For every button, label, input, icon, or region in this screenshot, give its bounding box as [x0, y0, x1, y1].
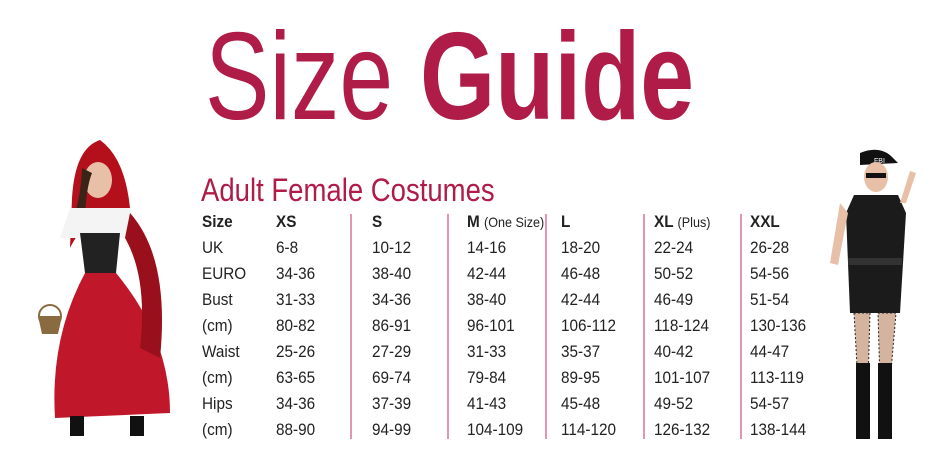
column-divider [350, 214, 352, 439]
table-cell: 104-109 [467, 420, 524, 439]
table-cell: 46-49 [654, 290, 694, 309]
table-cell: 40-42 [654, 342, 694, 361]
title-regular: Size [205, 8, 394, 146]
table-cell: 27-29 [372, 342, 412, 361]
table-cell: 50-52 [654, 264, 694, 283]
column-header: S [372, 212, 382, 232]
red-riding-hood-image [38, 140, 170, 436]
table-cell: 63-65 [276, 368, 316, 387]
table-cell: 54-56 [750, 264, 790, 283]
table-cell: 45-48 [561, 394, 601, 413]
table-cell: 31-33 [276, 290, 316, 309]
row-label: UK [202, 238, 224, 257]
table-cell: 42-44 [561, 290, 601, 309]
column-header: XL (Plus) [654, 212, 710, 232]
column-note: (One Size) [484, 214, 545, 230]
cap-text: FBI [874, 158, 885, 165]
column-label: Size [202, 212, 233, 231]
table-cell: 34-36 [276, 264, 316, 283]
table-cell: 79-84 [467, 368, 507, 387]
column-note: (Plus) [677, 214, 711, 230]
table-cell: 69-74 [372, 368, 412, 387]
row-label: Hips [202, 394, 233, 413]
table-cell: 31-33 [467, 342, 507, 361]
table-cell: 96-101 [467, 316, 515, 335]
table-cell: 46-48 [561, 264, 601, 283]
table-cell: 130-136 [750, 316, 807, 335]
table-cell: 51-54 [750, 290, 790, 309]
table-cell: 35-37 [561, 342, 601, 361]
row-label: (cm) [202, 316, 233, 335]
table-cell: 6-8 [276, 238, 299, 257]
column-label: L [561, 212, 571, 231]
table-cell: 22-24 [654, 238, 694, 257]
table-cell: 14-16 [467, 238, 507, 257]
table-cell: 42-44 [467, 264, 507, 283]
table-cell: 38-40 [467, 290, 507, 309]
column-divider [643, 214, 645, 439]
section-subtitle: Adult Female Costumes [201, 172, 495, 208]
column-header: L [561, 212, 570, 232]
table-cell: 138-144 [750, 420, 807, 439]
column-divider [740, 214, 742, 439]
table-cell: 94-99 [372, 420, 412, 439]
table-cell: 49-52 [654, 394, 694, 413]
table-cell: 126-132 [654, 420, 711, 439]
table-cell: 118-124 [654, 316, 710, 335]
table-cell: 41-43 [467, 394, 507, 413]
table-cell: 113-119 [750, 368, 804, 387]
column-label: S [372, 212, 383, 231]
fbi-agent-image: FBI [830, 149, 916, 439]
column-label: XL [654, 212, 674, 231]
table-cell: 34-36 [372, 290, 412, 309]
table-cell: 89-95 [561, 368, 601, 387]
column-header: Size [202, 212, 233, 232]
table-cell: 38-40 [372, 264, 412, 283]
table-cell: 18-20 [561, 238, 601, 257]
table-cell: 44-47 [750, 342, 790, 361]
row-label: Waist [202, 342, 240, 361]
column-header: XS [276, 212, 296, 232]
table-cell: 114-120 [561, 420, 617, 439]
table-cell: 88-90 [276, 420, 316, 439]
row-label: (cm) [202, 368, 233, 387]
page-title: Size Guide [205, 12, 694, 142]
table-cell: 37-39 [372, 394, 412, 413]
table-cell: 54-57 [750, 394, 790, 413]
row-label: EURO [202, 264, 247, 283]
table-cell: 86-91 [372, 316, 412, 335]
table-cell: 10-12 [372, 238, 412, 257]
table-cell: 106-112 [561, 316, 617, 335]
table-cell: 25-26 [276, 342, 316, 361]
table-cell: 80-82 [276, 316, 316, 335]
row-label: Bust [202, 290, 233, 309]
column-label: XS [276, 212, 297, 231]
table-cell: 26-28 [750, 238, 790, 257]
column-label: M [467, 212, 480, 231]
column-divider [545, 214, 547, 439]
row-label: (cm) [202, 420, 233, 439]
column-label: XXL [750, 212, 780, 231]
title-bold: Guide [420, 8, 695, 146]
table-cell: 101-107 [654, 368, 711, 387]
column-divider [447, 214, 449, 439]
table-cell: 34-36 [276, 394, 316, 413]
column-header: XXL [750, 212, 780, 232]
column-header: M (One Size) [467, 212, 544, 232]
